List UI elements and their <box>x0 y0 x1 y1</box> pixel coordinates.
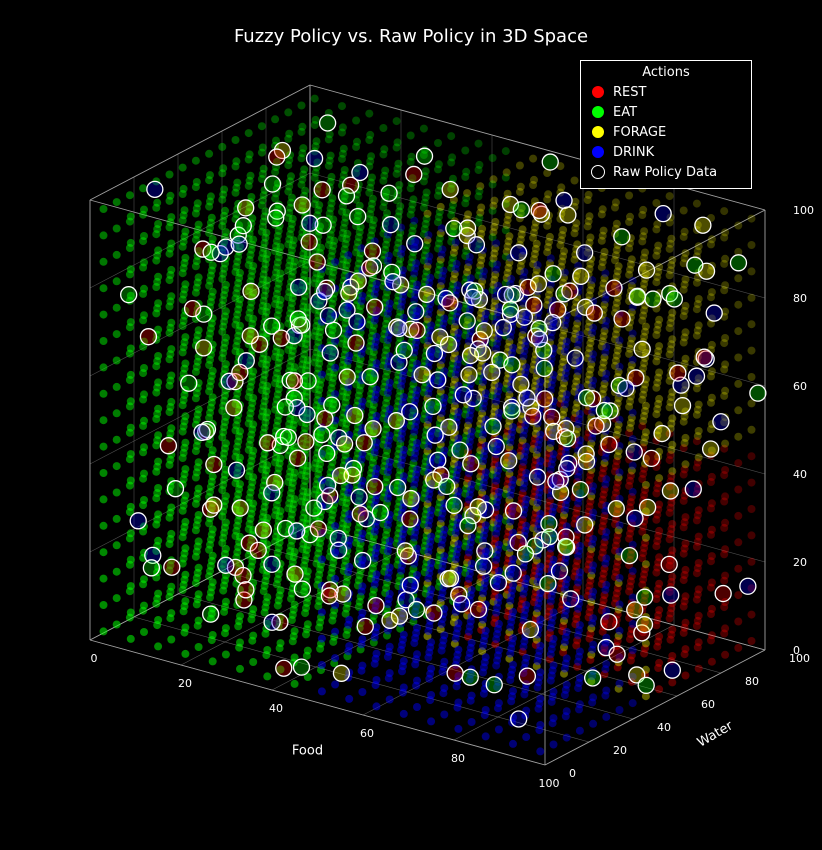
legend-item-raw: Raw Policy Data <box>591 162 741 182</box>
legend-marker-icon <box>591 125 605 139</box>
legend-label: FORAGE <box>613 125 666 140</box>
legend-item-forage: FORAGE <box>591 122 741 142</box>
legend: Actions REST EAT FORAGE DRINK Raw Policy Dat… <box>580 60 752 189</box>
legend-marker-icon <box>591 85 605 99</box>
legend-item-rest: REST <box>591 82 741 102</box>
legend-marker-icon <box>591 165 605 179</box>
legend-marker-icon <box>591 145 605 159</box>
legend-label: EAT <box>613 105 637 120</box>
legend-label: DRINK <box>613 145 654 160</box>
legend-item-eat: EAT <box>591 102 741 122</box>
legend-label: Raw Policy Data <box>613 165 717 180</box>
chart-root: Fuzzy Policy vs. Raw Policy in 3D Space … <box>0 0 822 850</box>
legend-title: Actions <box>591 65 741 80</box>
legend-item-drink: DRINK <box>591 142 741 162</box>
legend-label: REST <box>613 85 646 100</box>
legend-marker-icon <box>591 105 605 119</box>
